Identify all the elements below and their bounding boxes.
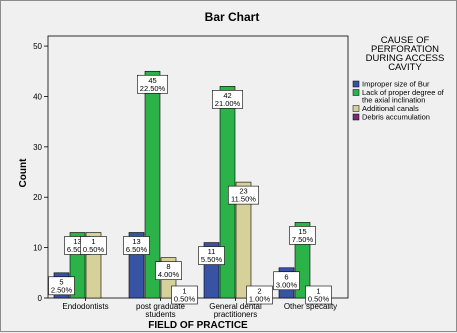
data-label-percent: 11.50% [231,195,256,204]
legend-label: Additional canals [362,104,419,113]
legend-swatch [352,80,360,88]
data-label-count: 1 [91,237,95,246]
data-label-percent: 5.50% [201,255,223,264]
data-label-percent: 22.50% [140,84,166,93]
chart-title: Bar Chart [205,10,260,24]
data-label: 157.50% [289,226,316,245]
y-tick-label: 0 [38,294,43,303]
x-axis-title: FIELD OF PRACTICE [148,320,248,331]
legend-item: Debris accumulation [352,113,430,122]
y-axis-title: Count [18,158,29,188]
legend-label: Debris accumulation [362,113,430,122]
legend-label: Lack of proper degree of [362,88,445,97]
data-label-box [48,276,75,296]
data-label-count: 42 [223,91,231,100]
data-label-percent: 6.50% [126,245,148,254]
data-label: 52.50% [48,276,75,296]
plot-area: 0 10 20 30 40 50 Endodontists post graduatestud… [33,35,349,319]
data-label: 10.50% [80,236,107,255]
data-label-box [305,285,332,305]
data-label-count: 23 [239,187,247,196]
y-tick-label: 50 [33,42,42,51]
data-label-box [246,285,273,305]
data-label-box [123,236,150,255]
data-label-percent: 3.00% [276,280,298,289]
data-label-count: 45 [148,76,156,85]
y-tick-label: 20 [33,193,42,202]
data-label-count: 15 [298,227,306,236]
data-label-box [289,226,316,245]
data-label-percent: 21.00% [215,99,241,108]
legend-title: CAVITY [388,62,422,73]
x-tick-label: post graduate [136,302,185,311]
x-tick-label: Endodontists [62,302,108,311]
data-label-percent: 6.50% [67,245,89,254]
data-label-box [212,90,244,109]
data-label: 115.50% [198,246,225,265]
legend-title: PERFORATION [371,44,439,55]
data-label-box [80,236,107,255]
data-label-box [273,271,300,291]
data-label-count: 8 [166,262,170,271]
x-tick-label: Other specality [284,302,337,311]
y-tick-label: 10 [33,244,42,253]
legend-title: CAUSE OF [381,35,430,46]
data-label-percent: 0.50% [83,245,105,254]
data-label-percent: 1.00% [249,295,271,304]
legend-swatch [352,89,360,96]
data-label-count: 2 [257,287,261,296]
legend-label: the axial inclination [362,96,425,105]
data-label-percent: 7.50% [292,235,314,244]
legend-title: DURING ACCESS [366,53,445,64]
data-label-count: 1 [182,287,186,296]
x-tick-label: students [145,310,175,319]
data-label-count: 11 [208,247,216,256]
data-label-box [137,74,169,94]
data-label-percent: 0.50% [174,295,196,304]
data-label-count: 6 [284,272,288,281]
data-label-count: 13 [132,237,140,246]
data-label: 136.50% [123,236,150,255]
data-label: 63.00% [273,271,300,291]
data-label-count: 13 [73,237,81,246]
legend-item: Improper size of Bur [352,80,430,89]
data-label-count: 1 [316,287,320,296]
data-label-percent: 4.00% [158,270,180,279]
x-tick-label: General dental [209,302,262,311]
data-label: 21.00% [246,285,273,305]
data-label: 84.00% [155,261,182,280]
legend-label: Improper size of Bur [362,80,430,89]
data-label-box [171,285,198,305]
data-label-box [228,185,260,205]
legend-swatch [352,113,360,121]
legend-swatch [352,105,360,112]
data-label-count: 5 [59,277,63,286]
data-label-box [155,261,182,280]
data-label: 10.50% [305,285,332,305]
y-tick-label: 30 [33,143,42,152]
data-label-percent: 0.50% [308,295,330,304]
data-label: 10.50% [171,285,198,305]
data-label-box [198,246,225,265]
data-label-percent: 2.50% [51,285,73,294]
legend-item: Additional canals [352,104,419,113]
x-tick-label: practitioners [214,310,258,319]
y-tick-label: 40 [33,92,42,101]
bar [235,181,252,299]
